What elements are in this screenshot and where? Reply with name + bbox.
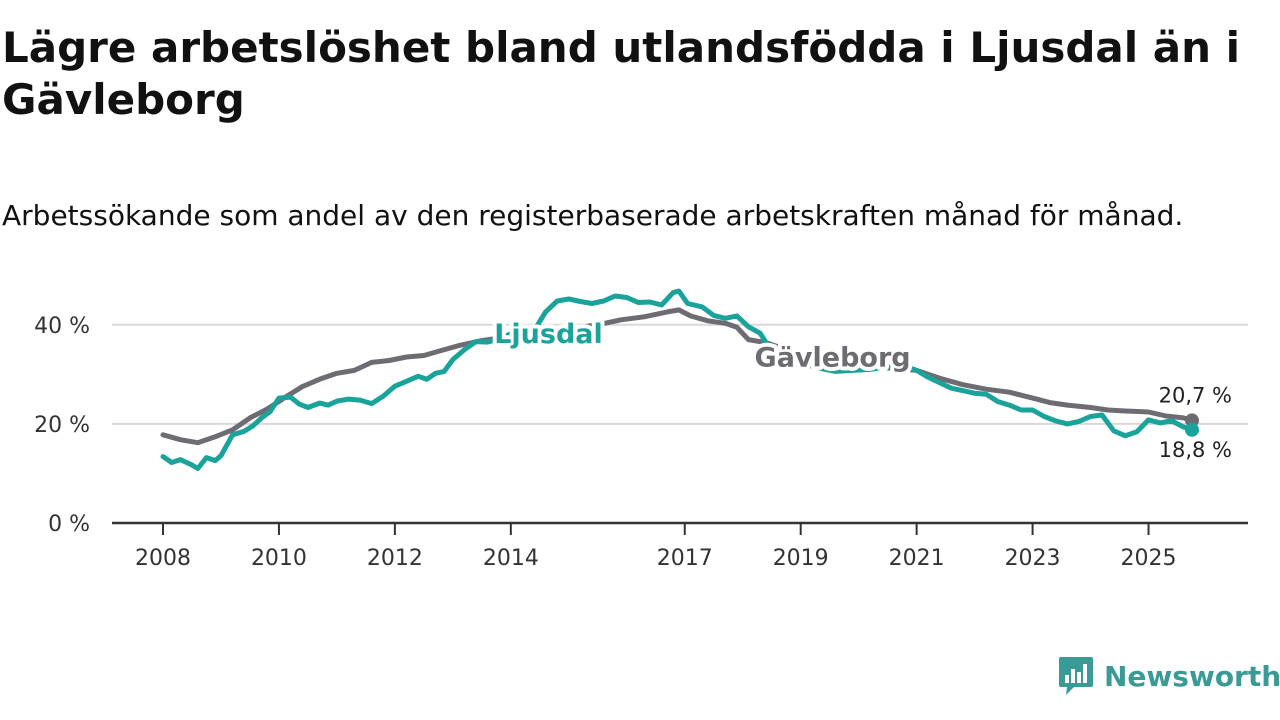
series-label-gavleborg: Gävleborg <box>755 342 911 373</box>
x-tick-label: 2019 <box>773 546 829 571</box>
series-lines <box>160 288 1199 471</box>
bar-chart-logo-icon <box>1059 657 1093 695</box>
series-label-ljusdal: Ljusdal <box>494 319 603 350</box>
x-tick-label: 2023 <box>1005 546 1061 571</box>
x-tick-label: 2021 <box>889 546 945 571</box>
series-line-gavleborg <box>160 307 1195 446</box>
x-tick-label: 2010 <box>251 546 307 571</box>
y-tick-label: 40 % <box>34 314 90 339</box>
newsworthy-logo: Newsworthy <box>1058 654 1280 698</box>
chart-subtitle: Arbetssökande som andel av den registerb… <box>2 199 1184 232</box>
y-tick-label: 20 % <box>34 413 90 438</box>
end-value-label-ljusdal: 18,8 % <box>1159 438 1232 462</box>
x-tick-label: 2008 <box>135 546 191 571</box>
x-tick-label: 2025 <box>1121 546 1177 571</box>
x-tick-label: 2017 <box>657 546 713 571</box>
chart-title: Lägre arbetslöshet bland utlandsfödda i … <box>2 23 1241 124</box>
grid-lines <box>112 323 1248 425</box>
axes: 0 % 20 % 40 % 2008 2010 2012 2014 2017 2019 2021 2… <box>34 314 1248 571</box>
series-end-dot-ljusdal <box>1185 422 1199 437</box>
x-tick-label: 2014 <box>483 546 539 571</box>
y-tick-label: 0 % <box>48 512 90 537</box>
x-tick-label: 2012 <box>367 546 423 571</box>
end-value-label-gavleborg: 20,7 % <box>1159 383 1232 407</box>
brand-name: Newsworthy <box>1104 659 1280 693</box>
series-line-ljusdal <box>160 288 1195 471</box>
series-labels: Gävleborg 20,7 % Ljusdal 18,8 % <box>490 315 1234 464</box>
